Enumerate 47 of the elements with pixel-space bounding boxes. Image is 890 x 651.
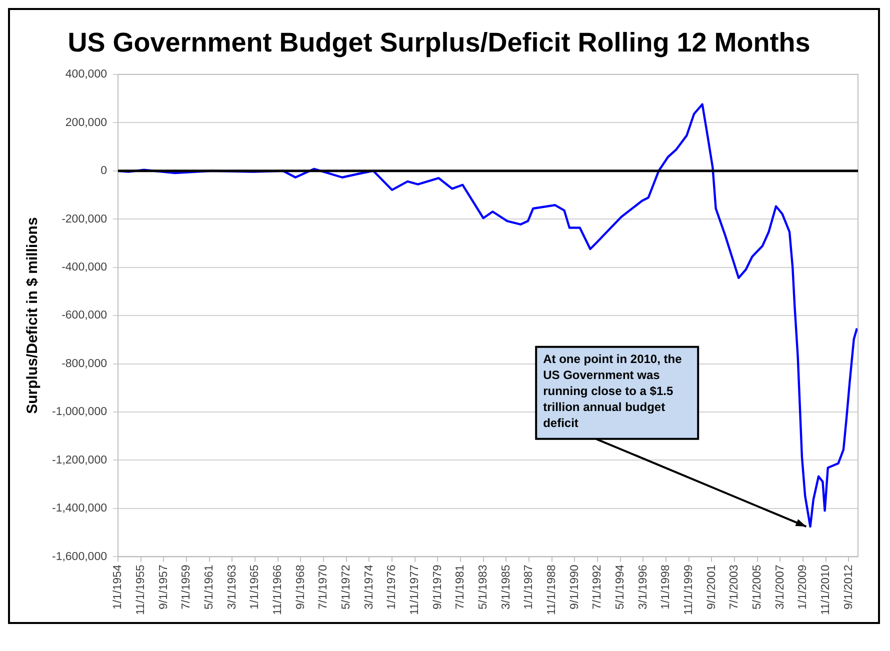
y-tick-label: -400,000	[62, 261, 107, 274]
chart-title: US Government Budget Surplus/Deficit Rolling 12 Months	[68, 28, 810, 58]
x-tick-label: 1/1/1987	[523, 564, 536, 610]
x-tick-label: 7/1/1992	[592, 564, 604, 610]
x-tick-label: 5/1/1961	[203, 564, 216, 610]
x-tick-label: 3/1/1963	[226, 564, 238, 610]
x-tick-label: 5/1/1994	[614, 564, 626, 610]
y-tick-label: -600,000	[62, 310, 107, 322]
y-tick-label: 0	[100, 165, 107, 178]
x-tick-label: 7/1/1981	[454, 564, 467, 610]
x-tick-label: 9/1/1979	[432, 564, 444, 610]
x-tick-label: 9/1/2001	[706, 564, 718, 610]
y-tick-label: 400,000	[65, 68, 107, 81]
x-tick-label: 11/1/1988	[546, 564, 558, 616]
x-tick-label: 11/1/1977	[408, 564, 421, 616]
x-tick-label: 7/1/2003	[728, 564, 741, 610]
x-tick-label: 9/1/2012	[842, 564, 855, 610]
y-tick-label: -800,000	[62, 358, 107, 370]
x-tick-label: 9/1/1957	[158, 564, 170, 610]
y-tick-label: -1,600,000	[52, 550, 107, 563]
x-tick-label: 1/1/1965	[249, 564, 262, 610]
x-tick-label: 9/1/1968	[294, 564, 307, 610]
x-tick-label: 7/1/1970	[318, 564, 330, 610]
y-tick-label: -1,400,000	[52, 502, 107, 515]
x-tick-label: 11/1/1999	[682, 564, 695, 616]
x-tick-label: 11/1/1955	[134, 564, 147, 616]
y-tick-label: -200,000	[62, 213, 107, 226]
x-tick-label: 1/1/1954	[112, 564, 124, 610]
x-tick-label: 7/1/1959	[180, 564, 193, 610]
x-tick-label: 1/1/1976	[386, 564, 398, 610]
y-tick-label: -1,200,000	[52, 454, 107, 466]
y-tick-label: 200,000	[65, 116, 107, 129]
x-tick-label: 3/1/2007	[774, 564, 786, 610]
x-tick-label: 3/1/1985	[500, 564, 512, 610]
x-tick-label: 1/1/2009	[797, 564, 810, 610]
x-tick-label: 3/1/1974	[363, 564, 376, 610]
annotation: At one point in 2010, the US Government was running close to a $1.5 trillion annual budget deficit	[543, 352, 682, 430]
y-tick-label: -1,000,000	[52, 406, 107, 418]
y-axis-title: Surplus/Deficit in $ millions	[24, 217, 42, 414]
x-tick-label: 3/1/1996	[637, 564, 650, 610]
x-tick-label: 11/1/1966	[272, 564, 284, 616]
x-tick-label: 5/1/1972	[340, 564, 352, 610]
x-tick-label: 5/1/2005	[751, 564, 764, 610]
x-tick-label: 5/1/1983	[477, 564, 490, 610]
x-tick-label: 11/1/2010	[820, 564, 832, 616]
x-tick-label: 9/1/1990	[568, 564, 581, 610]
x-tick-label: 1/1/1998	[660, 564, 672, 610]
